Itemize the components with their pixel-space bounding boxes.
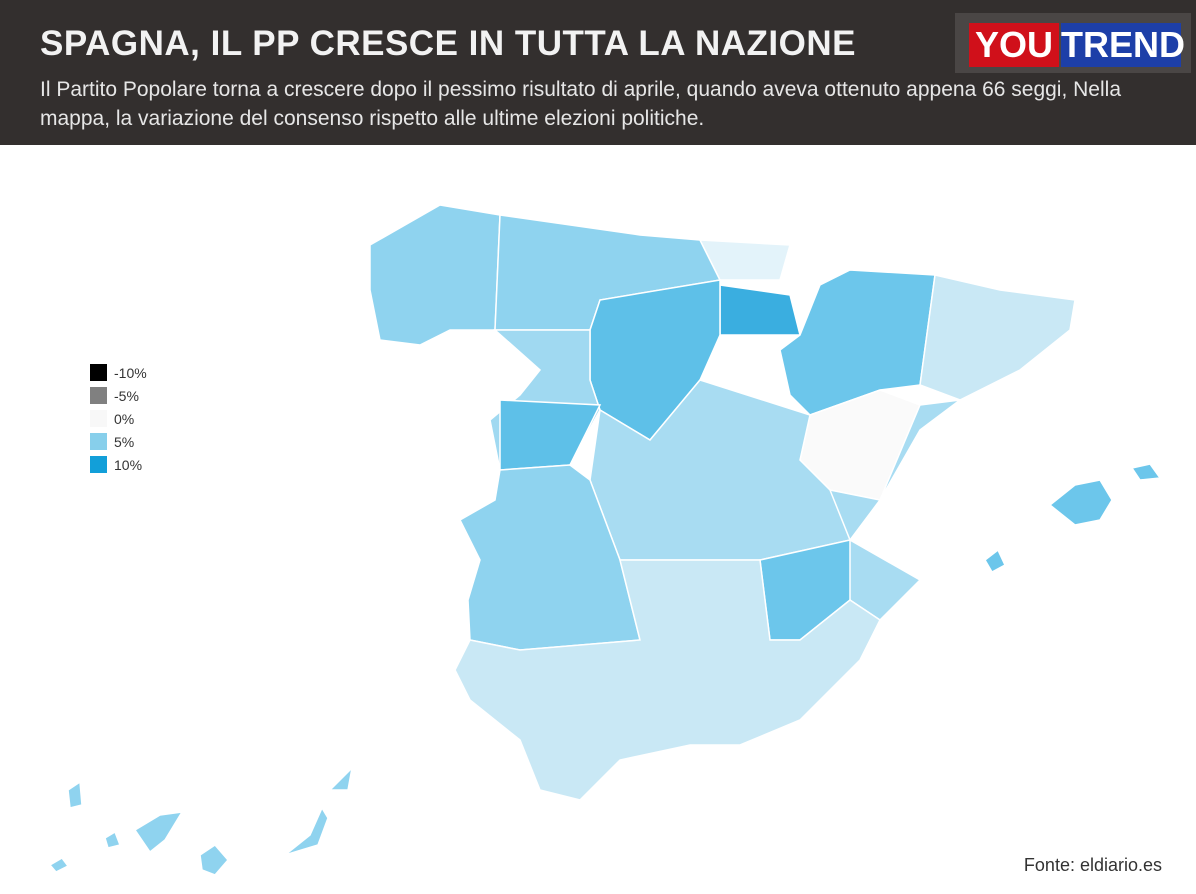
island [67, 780, 83, 809]
region [454, 559, 881, 801]
legend-swatch [90, 456, 107, 473]
legend-swatch [90, 364, 107, 381]
subtitle: Il Partito Popolare torna a crescere dop… [40, 78, 1121, 130]
legend-label: 0% [114, 410, 135, 427]
legend-swatch [90, 433, 107, 450]
island [984, 548, 1006, 574]
legend-item: 5% [90, 430, 147, 453]
island [199, 844, 229, 876]
island [1048, 479, 1113, 526]
region [919, 274, 1076, 401]
legend-swatch [90, 387, 107, 404]
island [284, 806, 329, 856]
title: SPAGNA, IL PP CRESCE IN TUTTA LA NAZIONE [40, 24, 856, 63]
region [369, 204, 501, 346]
island [1130, 463, 1162, 481]
legend-item: 0% [90, 407, 147, 430]
source: Fonte: eldiario.es [1023, 855, 1162, 875]
legend-item: -10% [90, 361, 147, 384]
legend-label: 10% [114, 456, 143, 473]
legend-label: -5% [114, 387, 139, 404]
legend-label: -10% [114, 364, 147, 381]
legend-item: -5% [90, 384, 147, 407]
region [719, 284, 801, 336]
logo-text: YOU [969, 23, 1059, 67]
region [499, 399, 602, 471]
island [328, 765, 354, 791]
legend-label: 5% [114, 433, 135, 450]
region [829, 398, 963, 621]
legend-swatch [90, 410, 107, 427]
island [133, 811, 184, 854]
logo-text: TREND [1061, 23, 1185, 67]
logo: YOU TREND [955, 13, 1191, 73]
island [48, 857, 70, 873]
header: SPAGNA, IL PP CRESCE IN TUTTA LA NAZIONE… [0, 0, 1196, 145]
region [779, 269, 936, 416]
legend-item: 10% [90, 453, 147, 476]
region [698, 239, 791, 281]
legend: -10% -5% 0% 5% 10% [90, 361, 147, 476]
island [104, 830, 122, 849]
map [48, 204, 1162, 876]
